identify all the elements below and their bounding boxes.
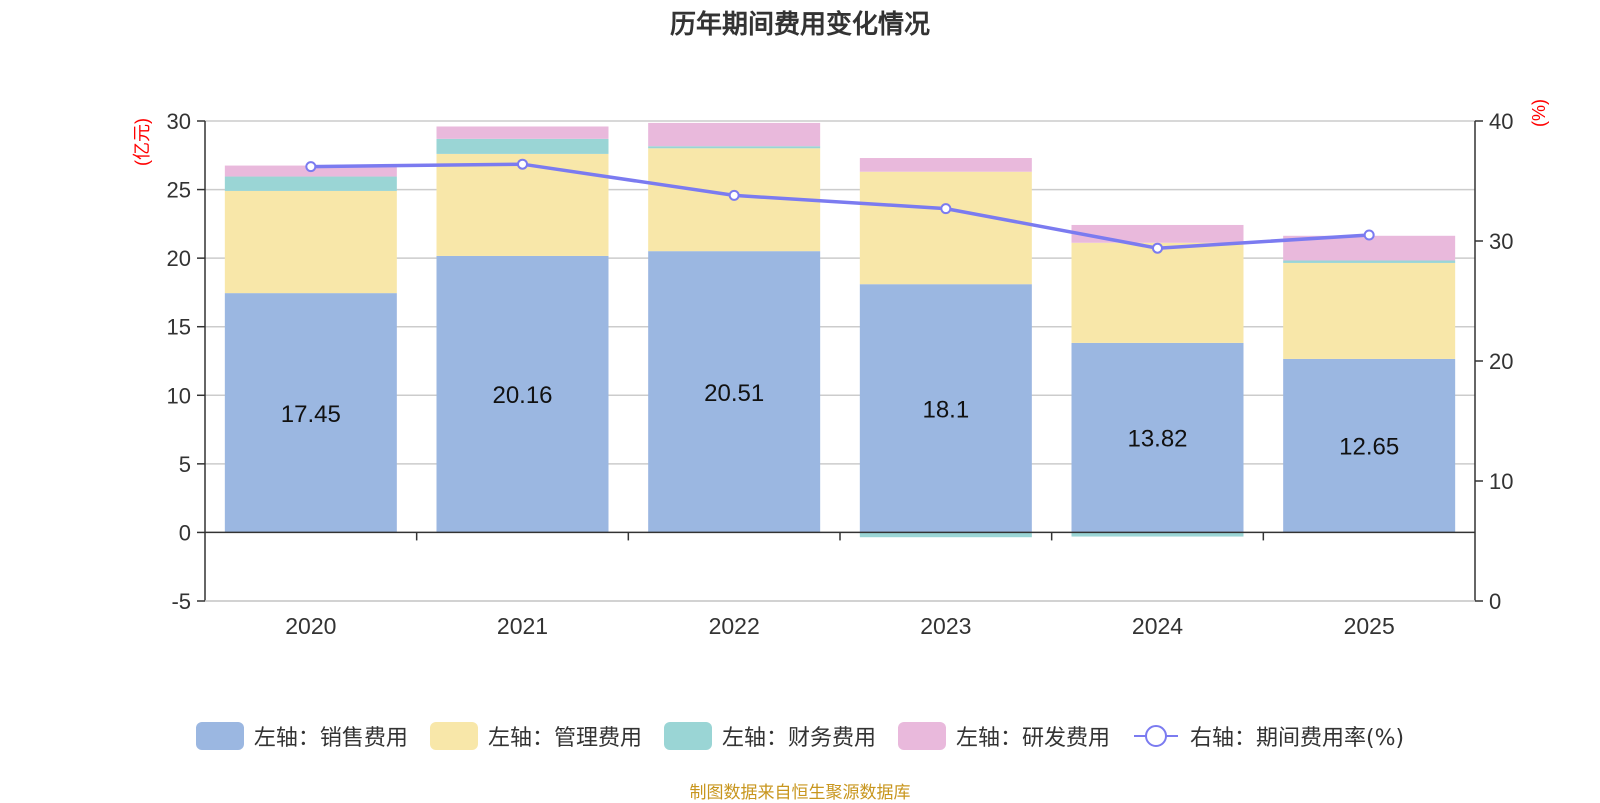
right-tick-label: 30 xyxy=(1489,229,1513,254)
chart-title: 历年期间费用变化情况 xyxy=(669,10,930,40)
bar-value-label: 18.1 xyxy=(922,396,969,423)
bar-value-label: 17.45 xyxy=(281,401,341,428)
bar-value-label: 13.82 xyxy=(1127,426,1187,453)
legend-item-finance[interactable]: 左轴：财务费用 xyxy=(663,720,876,752)
bar-segment-2 xyxy=(1283,260,1456,263)
legend-item-sales[interactable]: 左轴：销售费用 xyxy=(195,720,408,752)
expense-rate-point xyxy=(1152,242,1163,254)
expense-rate-point xyxy=(940,203,952,215)
bar-segment-1 xyxy=(859,171,1032,285)
left-tick-label: 20 xyxy=(167,246,191,271)
right-tick-label: 40 xyxy=(1489,109,1513,134)
right-tick-label: 10 xyxy=(1489,469,1513,494)
expense-rate-line xyxy=(310,162,1370,250)
legend-swatch-finance xyxy=(663,722,712,750)
legend-label-finance: 左轴：财务费用 xyxy=(721,726,876,751)
legend-label-expense-rate: 右轴：期间费用率(%) xyxy=(1189,726,1405,751)
bar-layer xyxy=(224,122,1456,538)
bar-segment-0 xyxy=(859,284,1032,533)
right-tick-label: 20 xyxy=(1489,349,1513,374)
right-axis-label: (%) xyxy=(1529,99,1549,127)
line-layer xyxy=(305,158,1375,254)
category-label: 2021 xyxy=(497,613,548,639)
right-tick-label: 0 xyxy=(1489,589,1501,614)
expense-rate-point xyxy=(517,158,528,170)
source-note: 制图数据来自恒生聚源数据库 xyxy=(689,783,911,803)
left-tick-label: 30 xyxy=(167,109,191,134)
bar-segment-2 xyxy=(436,138,609,154)
left-tick-label: -5 xyxy=(171,589,191,614)
legend-swatch-rnd xyxy=(897,722,946,750)
category-label: 2024 xyxy=(1132,613,1183,639)
legend-label-sales: 左轴：销售费用 xyxy=(253,726,408,751)
left-tick-label: 0 xyxy=(179,520,191,545)
bar-segment-2 xyxy=(648,146,821,149)
legend-item-rnd[interactable]: 左轴：研发费用 xyxy=(897,720,1110,752)
bar-segment-3 xyxy=(1071,224,1244,243)
category-label: 2022 xyxy=(709,613,760,639)
bar-value-label: 20.16 xyxy=(492,382,552,409)
expense-rate-point xyxy=(305,161,317,173)
legend-swatch-management xyxy=(429,722,478,750)
axis-layer: 30 25 20 15 10 5 0 -5 40 30 20 10 0 2020 2021 2022 2023 2… xyxy=(167,109,1514,639)
left-tick-label: 10 xyxy=(167,383,191,408)
bar-segment-3 xyxy=(859,158,1032,172)
left-axis-label: (亿元) xyxy=(132,118,152,166)
category-label: 2020 xyxy=(285,613,336,639)
bar-segment-2 xyxy=(1071,532,1244,537)
bar-segment-0 xyxy=(224,293,397,533)
bar-segment-0 xyxy=(436,255,609,533)
legend: 左轴：销售费用 左轴：管理费用 左轴：财务费用 左轴：研发费用 右轴：期间费用率… xyxy=(0,720,1600,752)
bar-segment-2 xyxy=(859,532,1032,538)
left-tick-label: 5 xyxy=(179,452,191,477)
category-label: 2023 xyxy=(920,613,971,639)
legend-line-icon xyxy=(1133,725,1178,747)
expense-rate-point xyxy=(728,189,740,201)
left-tick-label: 15 xyxy=(167,315,191,340)
left-tick-label: 25 xyxy=(167,178,191,203)
label-layer: 17.45 20.16 20.51 18.1 13.82 12.65 xyxy=(281,380,1399,461)
bar-segment-0 xyxy=(1071,342,1244,533)
bar-segment-3 xyxy=(648,122,821,147)
bar-segment-2 xyxy=(224,176,397,191)
bar-value-label: 12.65 xyxy=(1339,434,1399,461)
expense-rate-point xyxy=(1363,229,1375,241)
legend-label-rnd: 左轴：研发费用 xyxy=(955,726,1110,751)
bar-segment-1 xyxy=(224,190,397,294)
legend-item-expense-rate[interactable]: 右轴：期间费用率(%) xyxy=(1132,720,1404,752)
bar-segment-0 xyxy=(1283,358,1456,533)
bar-segment-1 xyxy=(1071,242,1244,343)
legend-label-management: 左轴：管理费用 xyxy=(487,726,642,751)
legend-swatch-sales xyxy=(195,722,244,750)
category-label: 2025 xyxy=(1344,613,1395,639)
legend-item-management[interactable]: 左轴：管理费用 xyxy=(429,720,642,752)
bar-segment-0 xyxy=(648,251,821,533)
bar-segment-1 xyxy=(1283,262,1456,359)
bar-segment-3 xyxy=(436,126,609,139)
bar-value-label: 20.51 xyxy=(704,380,764,407)
